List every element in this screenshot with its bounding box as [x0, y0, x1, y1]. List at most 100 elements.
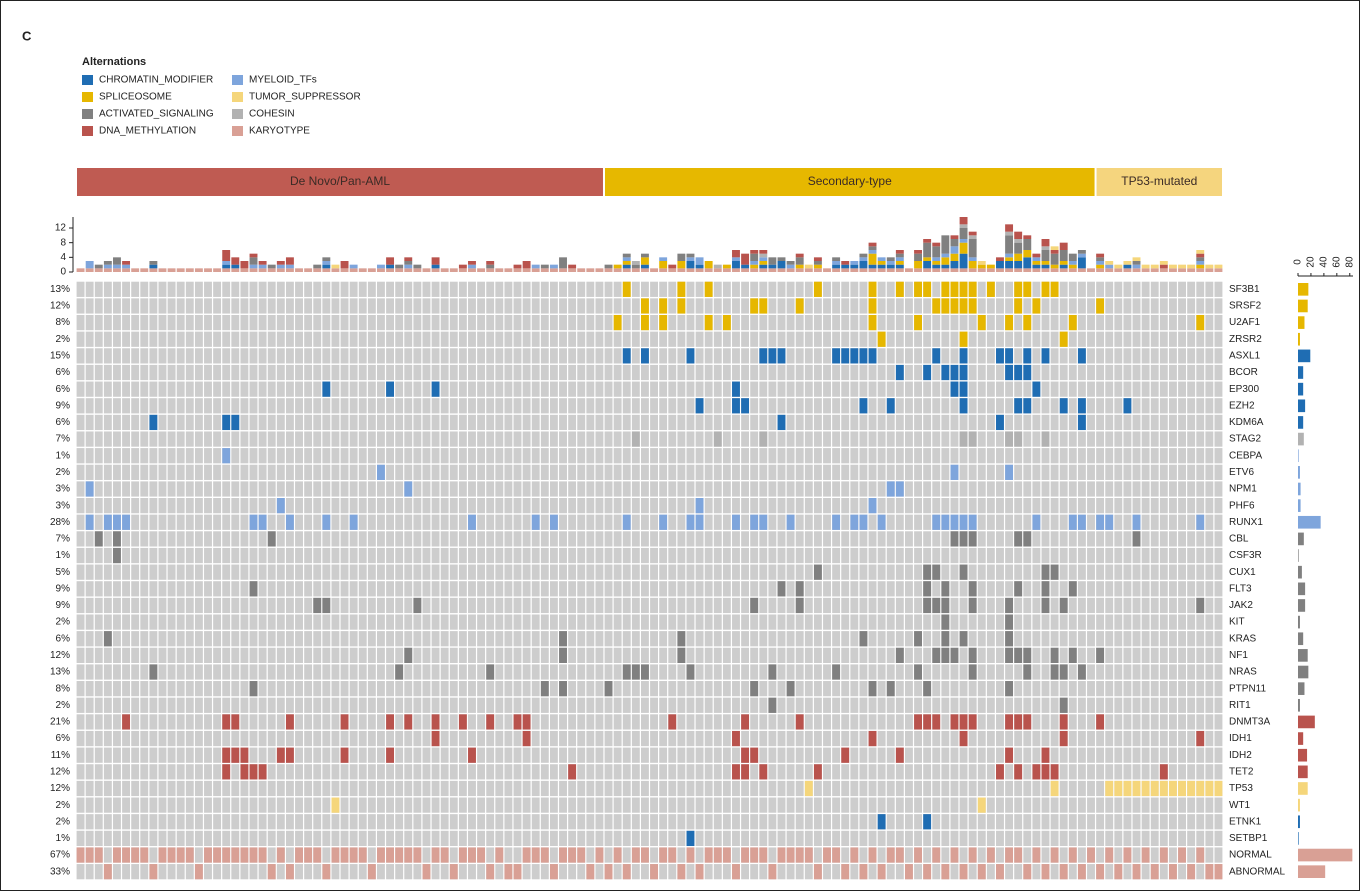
cell — [1159, 564, 1168, 580]
cell — [222, 730, 231, 747]
cell — [1014, 681, 1023, 697]
cell — [176, 481, 185, 497]
cell — [732, 664, 740, 680]
cell — [1214, 498, 1223, 514]
cell — [859, 531, 868, 547]
cell — [859, 797, 868, 813]
cell — [1059, 830, 1068, 847]
cell — [914, 747, 922, 763]
cell — [586, 381, 595, 397]
legend-label: KARYOTYPE — [249, 126, 310, 137]
cell — [204, 364, 212, 381]
cell — [522, 331, 531, 347]
cell — [832, 531, 841, 547]
cell — [1114, 381, 1123, 397]
cell — [668, 647, 677, 663]
cell — [1159, 364, 1168, 381]
cell — [522, 431, 531, 447]
cell — [185, 547, 194, 564]
cell — [404, 631, 413, 647]
mutation-cell — [959, 431, 968, 447]
cell — [522, 631, 531, 647]
cell — [1087, 414, 1095, 431]
cell — [732, 298, 740, 314]
cell — [595, 348, 604, 364]
cell — [759, 414, 768, 431]
cell — [1023, 331, 1032, 347]
cell — [1168, 364, 1177, 381]
cell — [622, 364, 631, 381]
mutation-cell — [895, 647, 904, 663]
cell — [495, 714, 504, 730]
cell — [586, 814, 595, 830]
cell — [832, 747, 841, 763]
cell — [750, 547, 759, 564]
cell — [823, 664, 831, 680]
cell — [741, 830, 750, 847]
cell — [495, 730, 504, 747]
cell — [932, 747, 941, 763]
cell — [732, 531, 740, 547]
cell — [732, 714, 740, 730]
cell — [823, 747, 831, 763]
cell — [968, 681, 977, 697]
cell — [804, 298, 813, 314]
cell — [76, 464, 85, 480]
cell — [1196, 398, 1205, 414]
cell — [1068, 664, 1077, 680]
cell — [167, 681, 176, 697]
cell — [914, 581, 922, 597]
cell — [222, 597, 231, 614]
cell — [577, 414, 586, 431]
cell — [185, 647, 194, 663]
cell — [531, 797, 540, 813]
cell — [204, 714, 212, 730]
cell — [113, 481, 121, 497]
cell — [176, 714, 185, 730]
gene-label: FLT3 — [1229, 583, 1252, 594]
cell — [886, 281, 895, 297]
cell — [76, 348, 85, 364]
cell — [349, 597, 358, 614]
cell — [76, 830, 85, 847]
cell — [431, 414, 440, 431]
cell — [986, 647, 995, 663]
cell — [1014, 514, 1023, 530]
cell — [504, 564, 513, 580]
cell — [732, 581, 740, 597]
cell — [877, 681, 886, 697]
cell — [285, 764, 294, 780]
cell — [631, 547, 640, 564]
cell — [1141, 547, 1150, 564]
cell — [340, 281, 349, 297]
cell — [586, 664, 595, 680]
cell — [777, 364, 786, 381]
mutation-cell — [941, 581, 950, 597]
cell — [613, 864, 622, 880]
cell — [231, 814, 240, 830]
cell — [331, 448, 340, 464]
cell — [559, 730, 567, 747]
cell — [213, 647, 222, 663]
cell — [640, 464, 649, 480]
cell — [895, 348, 904, 364]
percent-label: 12% — [50, 301, 70, 312]
cell — [131, 647, 140, 663]
cell — [495, 764, 504, 780]
mutation-cell — [923, 564, 932, 580]
cell — [513, 281, 522, 297]
cell — [167, 364, 176, 381]
cell — [568, 547, 577, 564]
cell — [395, 414, 404, 431]
cell — [841, 830, 850, 847]
mutation-cell — [813, 764, 822, 780]
side-bar — [1298, 765, 1308, 779]
cell — [795, 364, 804, 381]
cell — [677, 730, 686, 747]
cell — [1005, 664, 1014, 680]
cell — [213, 281, 222, 297]
cell — [613, 431, 622, 447]
cell — [1159, 647, 1168, 663]
cell — [1059, 514, 1068, 530]
cell — [650, 697, 659, 713]
